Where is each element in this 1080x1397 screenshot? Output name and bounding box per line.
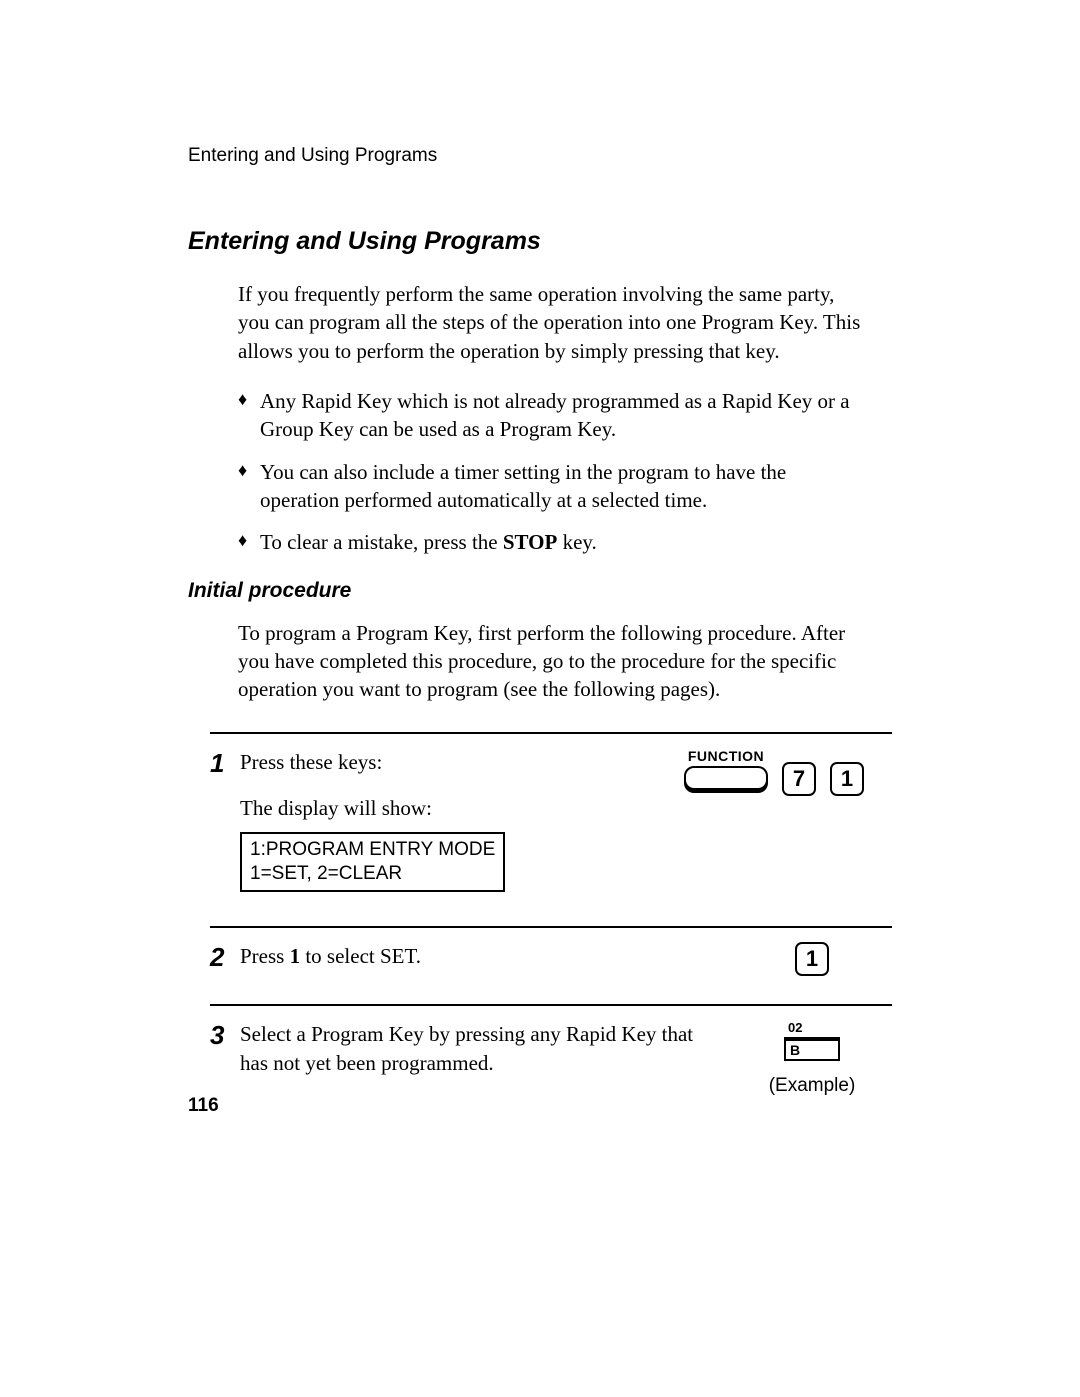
step-keys: 1 [752,942,872,976]
intro-paragraph: If you frequently perform the same opera… [238,280,868,365]
step-text: Press these keys: [240,748,712,776]
step-1: 1 Press these keys: The display will sho… [210,732,892,926]
step-text: The display will show: [240,794,712,822]
numeric-key-1: 1 [830,762,864,796]
step-number: 1 [210,748,240,776]
step-3: 3 Select a Program Key by pressing any R… [210,1004,892,1087]
lcd-display: 1:PROGRAM ENTRY MODE 1=SET, 2=CLEAR [240,832,505,892]
procedure-intro: To program a Program Key, first perform … [238,619,868,704]
lcd-line-2: 1=SET, 2=CLEAR [250,862,495,886]
bullet-item: You can also include a timer setting in … [238,458,868,515]
numeric-key-7: 7 [782,762,816,796]
step-number: 2 [210,942,240,970]
manual-page: Entering and Using Programs Entering and… [0,0,1080,1397]
page-number: 116 [188,1095,219,1117]
bullet-item: Any Rapid Key which is not already progr… [238,387,868,444]
lcd-line-1: 1:PROGRAM ENTRY MODE [250,838,495,862]
bullet-text: key. [557,530,596,554]
example-label: (Example) [752,1075,872,1097]
body-block: If you frequently perform the same opera… [238,280,868,557]
bullet-item: To clear a mistake, press the STOP key. [238,528,868,556]
rapid-key-number: 02 [784,1020,840,1039]
numeric-key-1: 1 [795,942,829,976]
rapid-key-letter: B [784,1039,840,1061]
bullet-text: To clear a mistake, press the [260,530,503,554]
rapid-key-icon: 02 B [784,1020,840,1061]
function-key-icon [684,766,768,790]
function-key: FUNCTION [684,748,768,790]
bold-key-ref: 1 [290,944,301,968]
running-header: Entering and Using Programs [188,145,892,167]
step-keys: FUNCTION 7 1 [684,748,864,796]
section-title: Entering and Using Programs [188,227,892,256]
step-2: 2 Press 1 to select SET. 1 [210,926,892,1004]
steps-list: 1 Press these keys: The display will sho… [210,732,892,1087]
subheading-initial-procedure: Initial procedure [188,579,892,603]
step-text: to select SET. [300,944,421,968]
bullet-list: Any Rapid Key which is not already progr… [238,387,868,557]
procedure-intro-block: To program a Program Key, first perform … [238,619,868,704]
stop-key-label: STOP [503,530,557,554]
step-text: Press [240,944,290,968]
function-key-label: FUNCTION [688,748,764,764]
step-keys: 02 B (Example) [752,1020,872,1097]
step-number: 3 [210,1020,240,1048]
